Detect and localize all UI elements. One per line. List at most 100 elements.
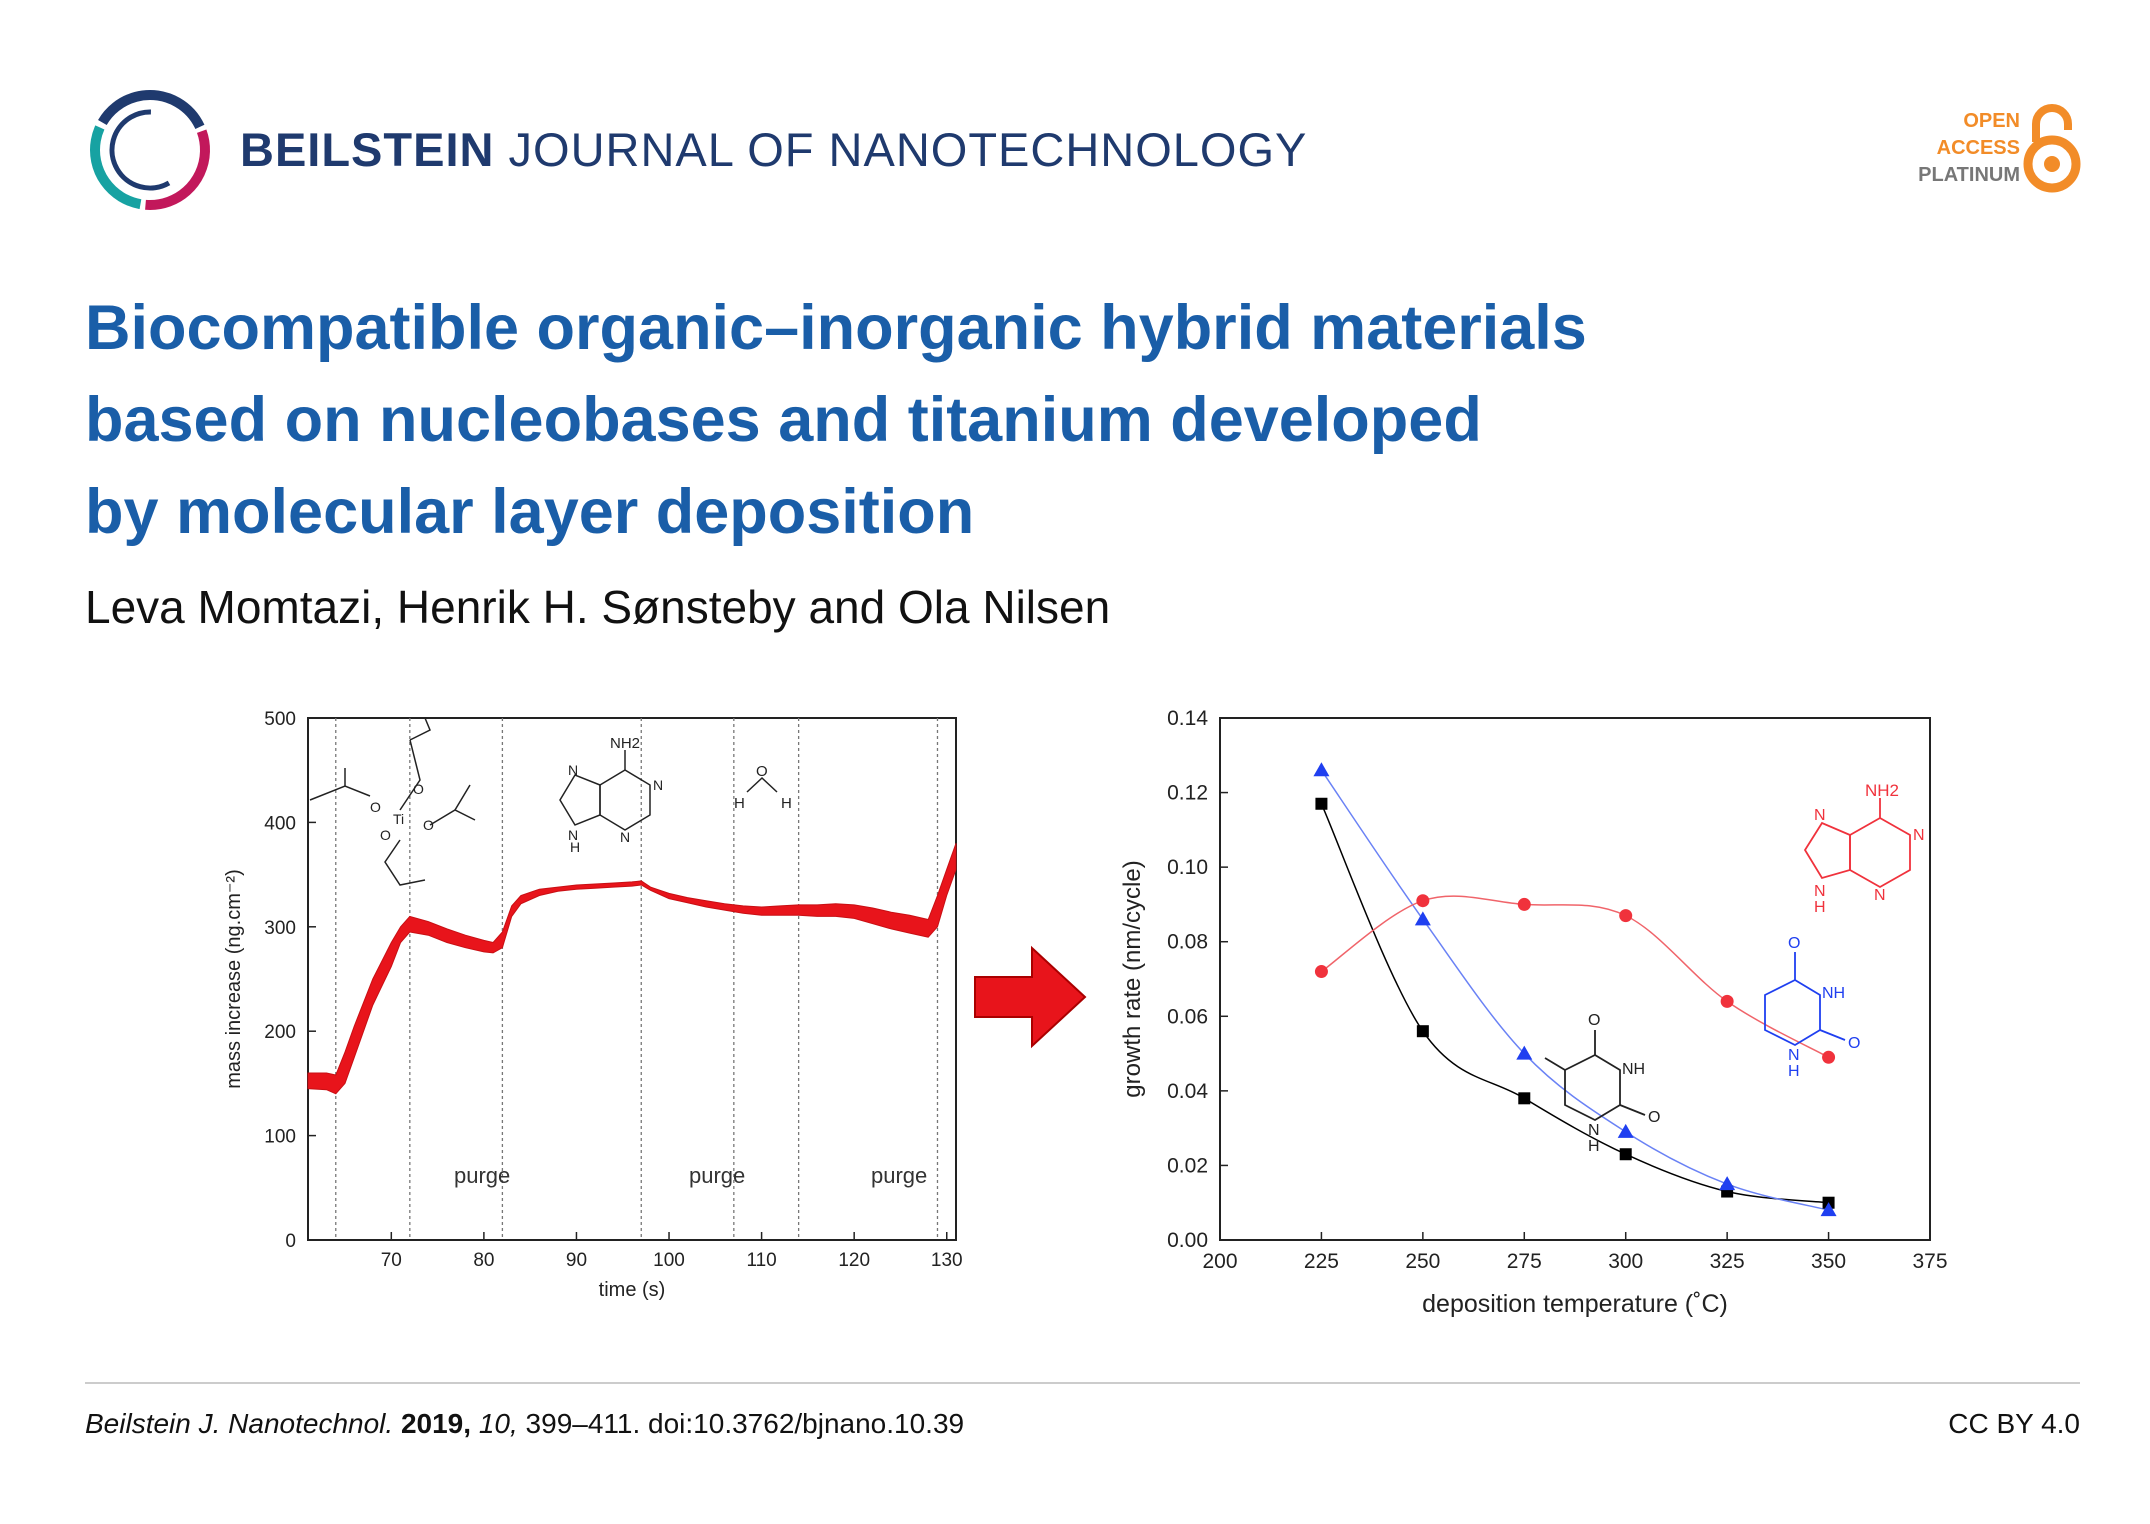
open-access-badge: OPEN ACCESS PLATINUM: [1880, 108, 2020, 189]
growth-ytick-label: 0.12: [1167, 782, 1208, 805]
uracil-point: [1414, 911, 1431, 926]
growth-ytick-label: 0.02: [1167, 1154, 1208, 1177]
adenine-point: [1314, 965, 1328, 979]
uracil-point: [1719, 1176, 1736, 1191]
uracil-point: [1313, 762, 1330, 777]
adenine-n3-left: N: [568, 762, 578, 778]
footer-divider: [85, 1382, 2080, 1384]
mass-ylabel: mass increase (ng.cm⁻²): [223, 869, 245, 1089]
uracil-h: H: [1788, 1063, 1800, 1080]
thymine-fit-line: [1320, 803, 1829, 1204]
thymine-h: H: [1588, 1138, 1600, 1155]
journal-name-bold: BEILSTEIN: [240, 123, 495, 176]
growth-ytick-label: 0.06: [1167, 1005, 1208, 1028]
mass-xtick-label: 120: [838, 1250, 870, 1271]
adenine-n4-left: N: [568, 827, 578, 843]
mass-ytick-label: 200: [264, 1022, 296, 1043]
thymine-structure: [1544, 1030, 1646, 1122]
growth-chart-frame: [1219, 717, 1931, 1241]
citation-journal: Beilstein J. Nanotechnol.: [85, 1408, 394, 1439]
growth-xtick-label: 225: [1304, 1250, 1339, 1273]
mass-xtick-label: 130: [931, 1250, 963, 1271]
growth-xtick-label: 200: [1202, 1250, 1237, 1273]
oa-line3: PLATINUM: [1918, 164, 2020, 186]
adenine-point: [1822, 1050, 1836, 1064]
open-access-lock-icon: [2023, 104, 2081, 193]
mass-xtick-label: 110: [746, 1250, 776, 1271]
citation-pages-doi: 399–411. doi:10.3762/bjnano.10.39: [517, 1408, 965, 1439]
thymine-point: [1518, 1092, 1531, 1105]
journal-name-rest: JOURNAL OF NANOTECHNOLOGY: [508, 123, 1308, 176]
growth-ytick-label: 0.10: [1167, 856, 1208, 879]
purge-label-2: purge: [689, 1163, 745, 1188]
thymine-point: [1416, 1025, 1429, 1038]
adenine-nh2-right: NH2: [1865, 781, 1899, 800]
uracil-nh: NH: [1822, 985, 1845, 1002]
uracil-o1: O: [1788, 935, 1800, 952]
adenine-point: [1720, 994, 1734, 1008]
growth-ylabel: growth rate (nm/cycle): [1119, 860, 1146, 1097]
uracil-structure: [1764, 952, 1846, 1047]
mass-xlabel: time (s): [599, 1279, 666, 1301]
adenine-point: [1619, 909, 1633, 923]
adenine-h-left: H: [570, 839, 580, 855]
adenine-structure-left: [559, 750, 651, 831]
thymine-o1: O: [1588, 1012, 1600, 1029]
thymine-point: [1315, 797, 1328, 810]
citation-year: 2019,: [400, 1408, 472, 1439]
growth-xtick-label: 250: [1405, 1250, 1440, 1273]
thymine-n: N: [1588, 1122, 1600, 1139]
thymine-nh: NH: [1622, 1061, 1645, 1078]
ti-atom-o2: O: [413, 781, 424, 797]
ti-isopropoxide-structure: [309, 717, 476, 886]
ti-atom-ti: Ti: [393, 811, 404, 827]
uracil-point: [1617, 1123, 1634, 1138]
oa-line1: OPEN: [1963, 110, 2020, 132]
mass-xtick-label: 70: [381, 1250, 402, 1271]
water-structure: [746, 776, 778, 793]
growth-ytick-label: 0.00: [1167, 1229, 1208, 1252]
license[interactable]: CC BY 4.0: [1948, 1408, 2080, 1439]
adenine-h-right: H: [1814, 899, 1826, 916]
mass-ytick-label: 300: [264, 918, 296, 939]
mass-xtick-label: 100: [653, 1250, 685, 1271]
title-line-2: based on nucleobases and titanium develo…: [85, 385, 1482, 455]
citation[interactable]: Beilstein J. Nanotechnol. 2019, 10, 399–…: [85, 1408, 964, 1440]
mass-ytick-label: 400: [264, 813, 296, 834]
mass-ytick-label: 0: [285, 1231, 296, 1252]
ti-atom-o1: O: [370, 799, 381, 815]
adenine-n4-right: N: [1814, 883, 1826, 900]
uracil-o2: O: [1848, 1035, 1860, 1052]
growth-xtick-label: 350: [1811, 1250, 1846, 1273]
ti-atom-o3: O: [423, 817, 434, 833]
mass-chart: 70 80 90 100 110 120 130 0 100 200 300 400 500 time…: [223, 709, 963, 1301]
graphical-abstract: 70 80 90 100 110 120 130 0 100 200 300 400 500 time…: [223, 707, 1948, 1318]
uracil-point: [1516, 1045, 1533, 1060]
article-title: Biocompatible organic–inorganic hybrid m…: [85, 282, 1785, 558]
growth-xtick-label: 300: [1608, 1250, 1643, 1273]
adenine-n1-left: N: [653, 777, 663, 793]
oa-line2: ACCESS: [1936, 137, 2020, 159]
water-h1: H: [734, 795, 745, 812]
purge-label-1: purge: [454, 1163, 510, 1188]
uracil-n: N: [1788, 1047, 1800, 1064]
growth-xlabel: deposition temperature (˚C): [1422, 1290, 1728, 1318]
growth-ytick-label: 0.14: [1167, 707, 1208, 730]
journal-name[interactable]: BEILSTEIN JOURNAL OF NANOTECHNOLOGY: [240, 122, 1307, 177]
thymine-o2: O: [1648, 1109, 1660, 1126]
ti-atom-o4: O: [380, 827, 391, 843]
mass-ytick-label: 500: [264, 709, 296, 730]
mass-band: [307, 843, 957, 1095]
growth-rate-chart: 200 225 250 275 300 325 350 375 0.00 0.02 0.04 0.0…: [1119, 707, 1948, 1318]
title-line-1: Biocompatible organic–inorganic hybrid m…: [85, 293, 1587, 363]
adenine-n1-right: N: [1913, 827, 1925, 844]
adenine-n3-right: N: [1814, 807, 1826, 824]
mass-xtick-label: 90: [566, 1250, 587, 1271]
adenine-structure-right: [1803, 798, 1911, 889]
adenine-point: [1517, 897, 1531, 911]
mass-xtick-label: 80: [473, 1250, 494, 1271]
growth-xtick-label: 275: [1507, 1250, 1542, 1273]
adenine-nh2-left: NH2: [610, 735, 640, 752]
purge-label-3: purge: [871, 1163, 927, 1188]
red-arrow: [974, 945, 1087, 1049]
